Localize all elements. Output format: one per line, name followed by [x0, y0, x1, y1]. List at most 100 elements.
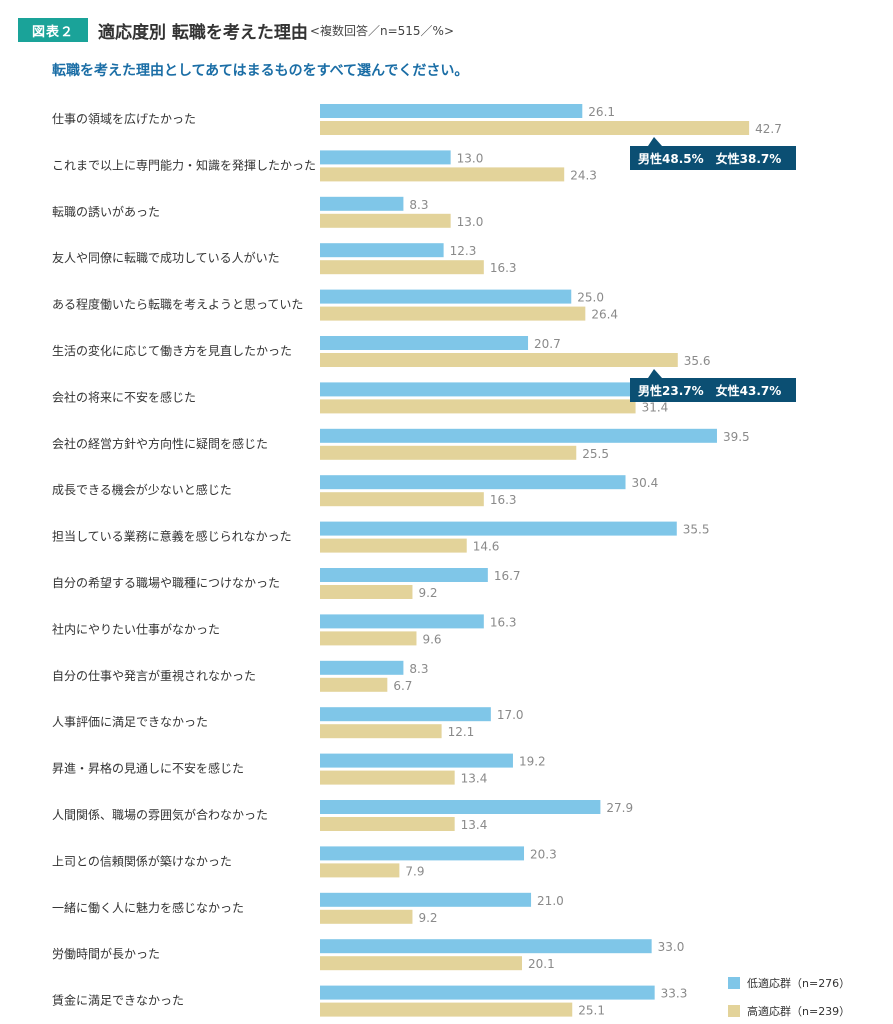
category-label: 会社の経営方針や方向性に疑問を感じた [52, 436, 268, 451]
category-label: ある程度働いたら転職を考えようと思っていた [52, 297, 303, 312]
bar-high-adaptation [320, 770, 455, 785]
value-label: 16.3 [490, 261, 517, 275]
value-label: 12.3 [450, 244, 477, 258]
gender-callout-box [630, 137, 796, 170]
value-label: 26.1 [588, 105, 615, 119]
bar-high-adaptation [320, 817, 455, 831]
gender-callout-text: 男性48.5% 女性38.7% [638, 151, 781, 166]
value-label: 16.3 [490, 615, 517, 629]
value-label: 25.5 [582, 447, 609, 461]
value-label: 26.4 [591, 308, 618, 322]
value-label: 16.7 [494, 569, 521, 583]
value-label: 20.7 [534, 337, 561, 351]
bar-high-adaptation [320, 399, 636, 414]
bar-high-adaptation [320, 1002, 573, 1017]
value-label: 31.4 [642, 400, 669, 414]
value-label: 20.1 [528, 957, 555, 971]
survey-question: 転職を考えた理由としてあてはまるものをすべて選んでください。 [52, 63, 469, 79]
category-label: 成長できる機会が少ないと感じた [52, 482, 232, 497]
bar-low-adaptation [320, 568, 488, 582]
value-label: 9.6 [422, 632, 441, 646]
category-label: 担当している業務に意義を感じられなかった [52, 529, 292, 544]
value-label: 19.2 [519, 755, 546, 769]
bar-low-adaptation [320, 521, 677, 536]
value-label: 25.0 [577, 291, 604, 305]
value-label: 13.0 [457, 215, 484, 229]
category-label: 昇進・昇格の見通しに不安を感じた [52, 761, 244, 776]
value-label: 33.0 [658, 940, 685, 954]
category-label: 社内にやりたい仕事がなかった [52, 621, 220, 636]
value-label: 13.0 [457, 151, 484, 165]
bar-high-adaptation [320, 121, 750, 135]
value-label: 30.4 [632, 476, 659, 490]
bar-high-adaptation [320, 306, 586, 321]
bar-low-adaptation [320, 939, 652, 954]
bar-low-adaptation [320, 614, 484, 629]
bar-high-adaptation [320, 167, 565, 182]
category-label: 上司との信頼関係が築けなかった [52, 853, 232, 868]
figure-title: 適応度別 転職を考えた理由 <複数回答／n=515／%> [98, 18, 454, 43]
value-label: 24.3 [570, 168, 597, 182]
value-label: 12.1 [448, 725, 475, 739]
category-label: これまで以上に専門能力・知識を発揮したかった [52, 158, 316, 172]
value-label: 39.5 [723, 430, 750, 444]
category-label: 人間関係、職場の雰囲気が合わなかった [52, 807, 268, 822]
gender-callout-text: 男性23.7% 女性43.7% [638, 383, 781, 398]
value-label: 27.9 [606, 801, 633, 815]
legend-label: 高適応群（n=239） [747, 1004, 850, 1018]
category-label: 自分の希望する職場や職種につけなかった [52, 575, 280, 590]
value-label: 35.6 [684, 354, 711, 368]
bar-high-adaptation [320, 863, 400, 878]
value-label: 9.2 [418, 586, 437, 600]
bar-low-adaptation [320, 428, 717, 443]
value-label: 21.0 [537, 894, 564, 908]
figure-title-note: <複数回答／n=515／%> [309, 23, 454, 38]
value-label: 16.3 [490, 493, 517, 507]
bar-high-adaptation [320, 909, 413, 924]
value-label: 13.4 [461, 818, 488, 832]
value-label: 13.4 [461, 772, 488, 786]
bar-low-adaptation [320, 196, 404, 211]
value-label: 25.1 [578, 1004, 605, 1018]
legend-label: 低適応群（n=276） [747, 976, 850, 990]
bar-high-adaptation [320, 260, 484, 275]
value-label: 8.3 [409, 198, 428, 212]
bar-low-adaptation [320, 104, 583, 118]
category-label: 生活の変化に応じて働き方を見直したかった [52, 343, 292, 358]
value-label: 35.5 [683, 523, 710, 537]
bar-high-adaptation [320, 353, 678, 367]
bar-low-adaptation [320, 150, 451, 165]
bar-high-adaptation [320, 492, 484, 507]
legend-swatch-low [728, 977, 740, 989]
bar-low-adaptation [320, 660, 404, 675]
bar-low-adaptation [320, 892, 532, 907]
value-label: 6.7 [393, 679, 412, 693]
figure-badge: 図表２ [18, 18, 88, 42]
category-label: 自分の仕事や発言が重視されなかった [52, 668, 256, 683]
value-label: 7.9 [405, 864, 424, 878]
category-label: 会社の将来に不安を感じた [52, 389, 196, 404]
bar-high-adaptation [320, 538, 467, 553]
category-label: 転職の誘いがあった [52, 204, 160, 219]
bar-low-adaptation [320, 336, 529, 350]
value-label: 20.3 [530, 847, 557, 861]
gender-callout-box [630, 369, 796, 402]
bar-low-adaptation [320, 800, 601, 814]
bar-high-adaptation [320, 585, 413, 599]
bar-high-adaptation [320, 677, 388, 692]
bar-low-adaptation [320, 846, 525, 861]
category-label: 一緒に働く人に魅力を感じなかった [52, 900, 244, 915]
bar-low-adaptation [320, 289, 572, 304]
value-label: 17.0 [497, 708, 524, 722]
value-label: 33.3 [661, 987, 688, 1001]
bar-high-adaptation [320, 956, 523, 971]
value-label: 42.7 [755, 122, 782, 136]
category-label: 友人や同僚に転職で成功している人がいた [52, 250, 280, 265]
category-label: 人事評価に満足できなかった [52, 714, 208, 729]
bar-low-adaptation [320, 475, 626, 490]
bar-low-adaptation [320, 753, 513, 768]
category-label: 仕事の領域を広げたかった [52, 111, 196, 126]
legend-swatch-high [728, 1005, 740, 1017]
category-label: 労働時間が長かった [52, 946, 160, 961]
